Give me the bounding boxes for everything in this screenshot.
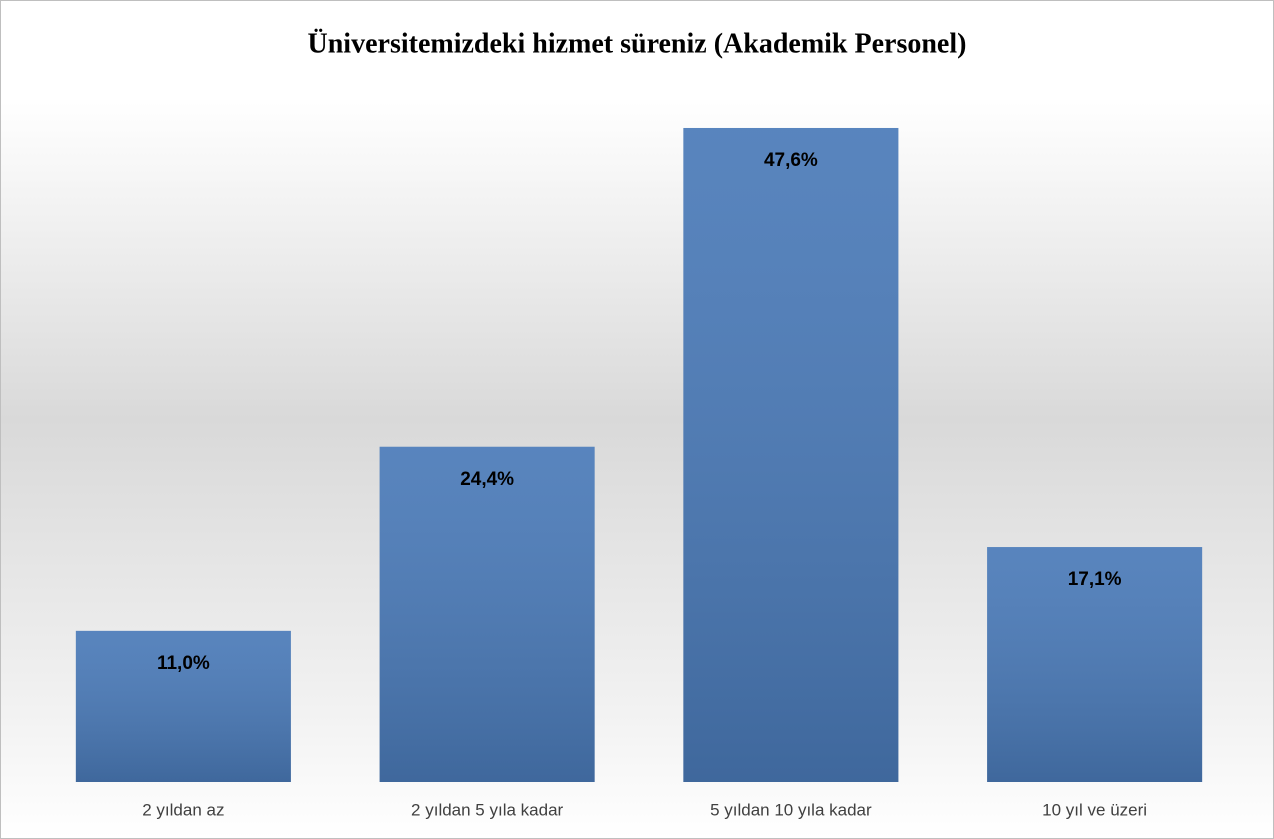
data-label: 24,4% <box>460 469 514 490</box>
x-tick-label: 5 yıldan 10 yıla kadar <box>710 800 872 819</box>
x-tick-label: 10 yıl ve üzeri <box>1042 800 1147 819</box>
chart-title: Üniversitemizdeki hizmet süreniz (Akadem… <box>308 28 967 59</box>
x-tick-label: 2 yıldan az <box>142 800 224 819</box>
bar-shade <box>75 630 291 782</box>
bar-shade <box>987 547 1203 782</box>
x-tick-label: 2 yıldan 5 yıla kadar <box>411 800 563 819</box>
data-label: 47,6% <box>764 150 818 171</box>
data-label: 11,0% <box>157 653 210 674</box>
bar-shade <box>379 446 595 782</box>
data-label: 17,1% <box>1068 569 1122 590</box>
bar-shade <box>683 127 899 782</box>
